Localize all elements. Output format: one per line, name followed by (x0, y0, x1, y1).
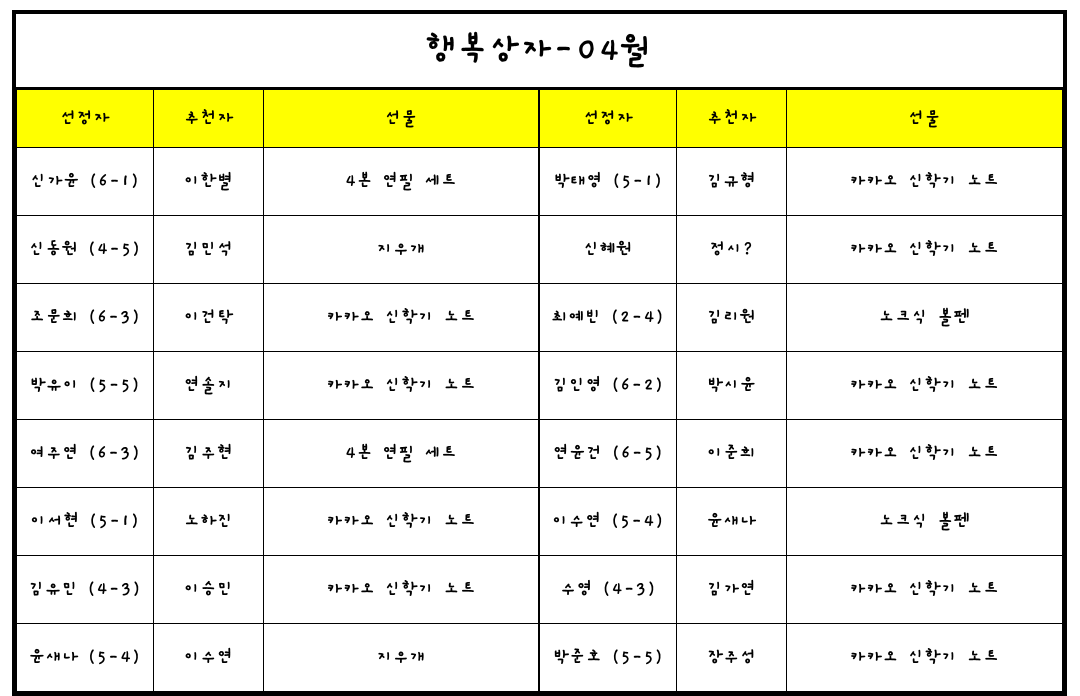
cell-recommender: 박시윤 (677, 352, 787, 420)
table-row: 여주연 (6-3) 김주현 4본 연필 세트 연윤건 (6-5) 이준희 카카오… (17, 420, 1063, 488)
cell-gift: 카카오 신학기 노트 (787, 624, 1063, 692)
cell-selector: 최예빈 (2-4) (539, 284, 676, 352)
cell-selector: 이서현 (5-1) (17, 488, 154, 556)
header-row: 선정자 추천자 선물 선정자 추천자 선물 (17, 90, 1063, 148)
cell-recommender: 노하진 (154, 488, 264, 556)
header-gift-right: 선물 (787, 90, 1063, 148)
header-selector-left: 선정자 (17, 90, 154, 148)
header-recommender-left: 추천자 (154, 90, 264, 148)
cell-gift: 노크식 볼펜 (787, 284, 1063, 352)
cell-gift: 카카오 신학기 노트 (787, 556, 1063, 624)
cell-selector: 박유이 (5-5) (17, 352, 154, 420)
header-recommender-right: 추천자 (677, 90, 787, 148)
cell-gift: 카카오 신학기 노트 (787, 148, 1063, 216)
cell-recommender: 이준희 (677, 420, 787, 488)
cell-selector: 신혜원 (539, 216, 676, 284)
cell-selector: 박준호 (5-5) (539, 624, 676, 692)
cell-recommender: 윤새나 (677, 488, 787, 556)
cell-recommender: 김규형 (677, 148, 787, 216)
cell-recommender: 김가연 (677, 556, 787, 624)
cell-recommender: 연솔지 (154, 352, 264, 420)
title-row: 행복상자-04월 (16, 14, 1063, 89)
data-table: 선정자 추천자 선물 선정자 추천자 선물 신가윤 (6-1) 이한별 4본 연… (16, 89, 1063, 692)
table-container: 행복상자-04월 선정자 추천자 선물 선정자 추천자 선물 신가윤 (6-1)… (12, 10, 1067, 696)
cell-recommender: 이승민 (154, 556, 264, 624)
cell-selector: 여주연 (6-3) (17, 420, 154, 488)
cell-recommender: 장주성 (677, 624, 787, 692)
cell-gift: 지우개 (264, 624, 540, 692)
table-row: 신동원 (4-5) 김민석 지우개 신혜원 정시? 카카오 신학기 노트 (17, 216, 1063, 284)
cell-gift: 카카오 신학기 노트 (264, 284, 540, 352)
cell-recommender: 이건탁 (154, 284, 264, 352)
cell-gift: 4본 연필 세트 (264, 420, 540, 488)
cell-recommender: 김민석 (154, 216, 264, 284)
cell-selector: 김유민 (4-3) (17, 556, 154, 624)
table-row: 이서현 (5-1) 노하진 카카오 신학기 노트 이수연 (5-4) 윤새나 노… (17, 488, 1063, 556)
cell-gift: 4본 연필 세트 (264, 148, 540, 216)
table-body: 신가윤 (6-1) 이한별 4본 연필 세트 박태영 (5-1) 김규형 카카오… (17, 148, 1063, 692)
cell-recommender: 김리원 (677, 284, 787, 352)
cell-gift: 카카오 신학기 노트 (787, 216, 1063, 284)
cell-recommender: 이수연 (154, 624, 264, 692)
table-row: 박유이 (5-5) 연솔지 카카오 신학기 노트 김인영 (6-2) 박시윤 카… (17, 352, 1063, 420)
table-row: 신가윤 (6-1) 이한별 4본 연필 세트 박태영 (5-1) 김규형 카카오… (17, 148, 1063, 216)
cell-selector: 신동원 (4-5) (17, 216, 154, 284)
table-row: 김유민 (4-3) 이승민 카카오 신학기 노트 수영 (4-3) 김가연 카카… (17, 556, 1063, 624)
cell-selector: 신가윤 (6-1) (17, 148, 154, 216)
cell-selector: 윤새나 (5-4) (17, 624, 154, 692)
cell-gift: 카카오 신학기 노트 (264, 556, 540, 624)
cell-recommender: 김주현 (154, 420, 264, 488)
cell-selector: 조문희 (6-3) (17, 284, 154, 352)
cell-gift: 카카오 신학기 노트 (264, 488, 540, 556)
cell-gift: 노크식 볼펜 (787, 488, 1063, 556)
cell-gift: 카카오 신학기 노트 (264, 352, 540, 420)
table-row: 윤새나 (5-4) 이수연 지우개 박준호 (5-5) 장주성 카카오 신학기 … (17, 624, 1063, 692)
cell-recommender: 이한별 (154, 148, 264, 216)
header-selector-right: 선정자 (539, 90, 676, 148)
cell-selector: 박태영 (5-1) (539, 148, 676, 216)
cell-gift: 지우개 (264, 216, 540, 284)
header-gift-left: 선물 (264, 90, 540, 148)
table-title: 행복상자-04월 (426, 32, 653, 68)
cell-selector: 수영 (4-3) (539, 556, 676, 624)
cell-selector: 김인영 (6-2) (539, 352, 676, 420)
cell-gift: 카카오 신학기 노트 (787, 420, 1063, 488)
cell-recommender: 정시? (677, 216, 787, 284)
cell-gift: 카카오 신학기 노트 (787, 352, 1063, 420)
cell-selector: 이수연 (5-4) (539, 488, 676, 556)
table-row: 조문희 (6-3) 이건탁 카카오 신학기 노트 최예빈 (2-4) 김리원 노… (17, 284, 1063, 352)
cell-selector: 연윤건 (6-5) (539, 420, 676, 488)
